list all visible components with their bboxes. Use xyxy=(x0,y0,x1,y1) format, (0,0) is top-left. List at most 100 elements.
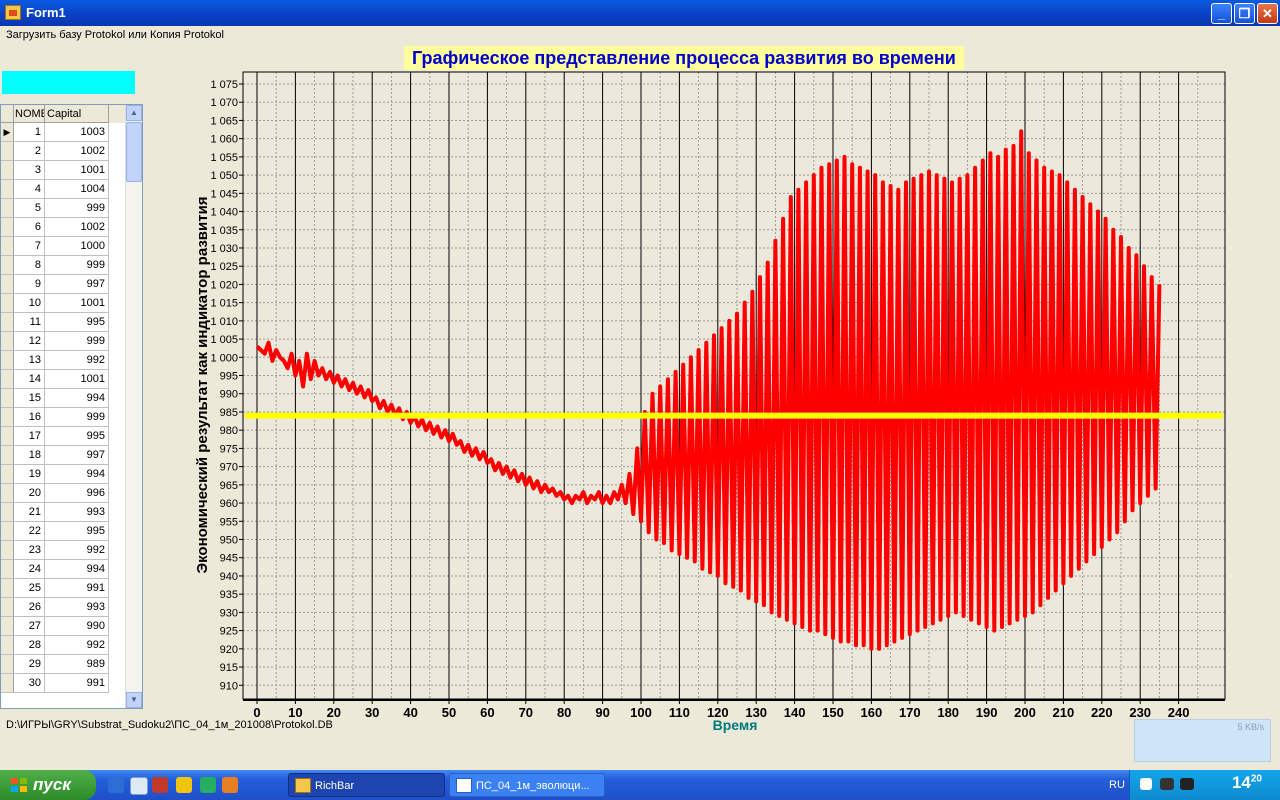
table-row[interactable]: 12 999 xyxy=(1,332,128,351)
cell-number[interactable]: 29 xyxy=(14,655,45,674)
cell-number[interactable]: 20 xyxy=(14,484,45,503)
cell-capital[interactable]: 992 xyxy=(45,541,109,560)
row-indicator[interactable] xyxy=(1,408,14,427)
table-row[interactable]: 6 1002 xyxy=(1,218,128,237)
task-document[interactable]: ПС_04_1м_эволюци... xyxy=(449,773,605,797)
table-row[interactable]: 13 992 xyxy=(1,351,128,370)
table-row[interactable]: 7 1000 xyxy=(1,237,128,256)
tool-shortcut-icon[interactable] xyxy=(222,777,238,793)
cell-capital[interactable]: 992 xyxy=(45,351,109,370)
row-indicator[interactable] xyxy=(1,522,14,541)
table-row[interactable]: 4 1004 xyxy=(1,180,128,199)
row-indicator[interactable] xyxy=(1,674,14,693)
cell-number[interactable]: 21 xyxy=(14,503,45,522)
media-icon[interactable] xyxy=(152,777,168,793)
restore-button[interactable]: ❐ xyxy=(1234,3,1255,24)
cell-capital[interactable]: 999 xyxy=(45,332,109,351)
task-richbar[interactable]: RichBar xyxy=(288,773,445,797)
cell-number[interactable]: 3 xyxy=(14,161,45,180)
cell-number[interactable]: 22 xyxy=(14,522,45,541)
cell-capital[interactable]: 996 xyxy=(45,484,109,503)
row-indicator[interactable] xyxy=(1,161,14,180)
cell-number[interactable]: 28 xyxy=(14,636,45,655)
cell-capital[interactable]: 999 xyxy=(45,199,109,218)
row-indicator[interactable] xyxy=(1,465,14,484)
cell-capital[interactable]: 999 xyxy=(45,256,109,275)
cell-capital[interactable]: 994 xyxy=(45,389,109,408)
table-row[interactable]: 9 997 xyxy=(1,275,128,294)
table-row[interactable]: 11 995 xyxy=(1,313,128,332)
cell-capital[interactable]: 991 xyxy=(45,674,109,693)
cell-capital[interactable]: 990 xyxy=(45,617,109,636)
cell-capital[interactable]: 1000 xyxy=(45,237,109,256)
cell-number[interactable]: 7 xyxy=(14,237,45,256)
cell-number[interactable]: 9 xyxy=(14,275,45,294)
cell-number[interactable]: 25 xyxy=(14,579,45,598)
row-indicator[interactable] xyxy=(1,256,14,275)
cell-number[interactable]: 8 xyxy=(14,256,45,275)
row-indicator[interactable]: ▶ xyxy=(1,123,14,142)
row-indicator[interactable] xyxy=(1,237,14,256)
row-indicator[interactable] xyxy=(1,579,14,598)
close-button[interactable]: ✕ xyxy=(1257,3,1278,24)
table-row[interactable]: 14 1001 xyxy=(1,370,128,389)
table-row[interactable]: 26 993 xyxy=(1,598,128,617)
row-indicator[interactable] xyxy=(1,332,14,351)
table-row[interactable]: 29 989 xyxy=(1,655,128,674)
row-indicator[interactable] xyxy=(1,313,14,332)
cell-number[interactable]: 30 xyxy=(14,674,45,693)
row-indicator[interactable] xyxy=(1,199,14,218)
table-row[interactable]: 27 990 xyxy=(1,617,128,636)
row-indicator[interactable] xyxy=(1,655,14,674)
row-indicator[interactable] xyxy=(1,370,14,389)
row-indicator[interactable] xyxy=(1,427,14,446)
cell-number[interactable]: 1 xyxy=(14,123,45,142)
tray-bug-icon[interactable] xyxy=(1180,778,1194,790)
table-row[interactable]: 10 1001 xyxy=(1,294,128,313)
cell-capital[interactable]: 993 xyxy=(45,598,109,617)
row-indicator[interactable] xyxy=(1,598,14,617)
table-row[interactable]: 19 994 xyxy=(1,465,128,484)
cell-number[interactable]: 14 xyxy=(14,370,45,389)
explorer-icon[interactable] xyxy=(130,777,148,795)
cell-capital[interactable]: 997 xyxy=(45,446,109,465)
ie-icon[interactable] xyxy=(108,777,124,793)
cell-capital[interactable]: 1001 xyxy=(45,294,109,313)
table-row[interactable]: 25 991 xyxy=(1,579,128,598)
row-indicator[interactable] xyxy=(1,142,14,161)
table-row[interactable]: ▶ 1 1003 xyxy=(1,123,128,142)
cell-number[interactable]: 2 xyxy=(14,142,45,161)
table-row[interactable]: 16 999 xyxy=(1,408,128,427)
cell-number[interactable]: 4 xyxy=(14,180,45,199)
cell-number[interactable]: 26 xyxy=(14,598,45,617)
row-indicator[interactable] xyxy=(1,503,14,522)
start-button[interactable]: пуск xyxy=(0,770,96,800)
scroll-thumb[interactable] xyxy=(126,122,142,182)
table-row[interactable]: 15 994 xyxy=(1,389,128,408)
cell-capital[interactable]: 999 xyxy=(45,408,109,427)
cell-capital[interactable]: 1002 xyxy=(45,218,109,237)
row-indicator[interactable] xyxy=(1,351,14,370)
cell-number[interactable]: 27 xyxy=(14,617,45,636)
tray-info-icon[interactable] xyxy=(1140,778,1152,790)
row-indicator[interactable] xyxy=(1,617,14,636)
tray-monitor-icon[interactable] xyxy=(1160,778,1174,790)
row-indicator[interactable] xyxy=(1,541,14,560)
row-indicator[interactable] xyxy=(1,389,14,408)
grid-scrollbar[interactable]: ▲ ▼ xyxy=(125,105,142,708)
cell-number[interactable]: 23 xyxy=(14,541,45,560)
cell-capital[interactable]: 994 xyxy=(45,560,109,579)
cell-capital[interactable]: 1001 xyxy=(45,161,109,180)
cell-number[interactable]: 15 xyxy=(14,389,45,408)
cell-capital[interactable]: 995 xyxy=(45,427,109,446)
table-row[interactable]: 5 999 xyxy=(1,199,128,218)
cell-capital[interactable]: 995 xyxy=(45,313,109,332)
cell-number[interactable]: 16 xyxy=(14,408,45,427)
table-row[interactable]: 21 993 xyxy=(1,503,128,522)
table-row[interactable]: 23 992 xyxy=(1,541,128,560)
cell-capital[interactable]: 991 xyxy=(45,579,109,598)
table-row[interactable]: 17 995 xyxy=(1,427,128,446)
cell-capital[interactable]: 997 xyxy=(45,275,109,294)
player-icon[interactable] xyxy=(176,777,192,793)
minimize-button[interactable]: _ xyxy=(1211,3,1232,24)
